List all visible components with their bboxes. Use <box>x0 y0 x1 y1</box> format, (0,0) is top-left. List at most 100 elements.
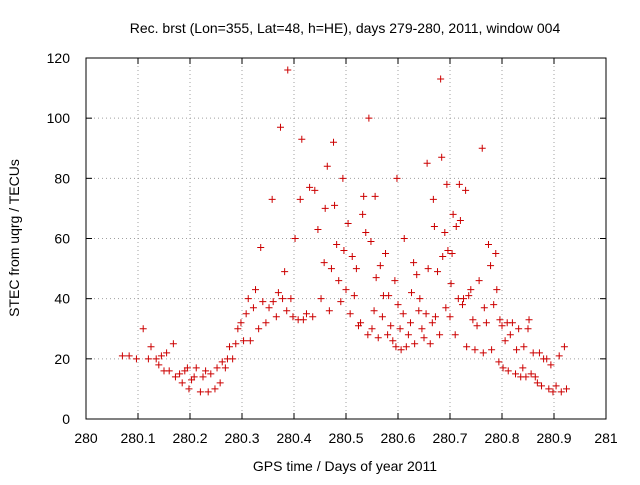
data-point <box>396 325 404 333</box>
data-point <box>442 304 450 312</box>
data-point <box>525 316 533 324</box>
grid <box>86 58 606 419</box>
chart-title: Rec. brst (Lon=355, Lat=48, h=HE), days … <box>130 20 561 36</box>
data-point <box>389 337 397 345</box>
data-point <box>207 370 215 378</box>
data-point <box>471 346 479 354</box>
data-point <box>482 319 490 327</box>
data-point <box>132 355 140 363</box>
data-point <box>362 228 370 236</box>
data-point <box>410 259 418 267</box>
x-tick-label: 280.7 <box>432 430 467 446</box>
data-point <box>342 286 350 294</box>
data-point <box>408 289 416 297</box>
data-point <box>538 382 546 390</box>
data-point <box>406 319 414 327</box>
data-point <box>370 307 378 315</box>
data-point <box>393 174 401 182</box>
data-point <box>213 364 221 372</box>
data-point <box>240 337 248 345</box>
data-point <box>531 373 539 381</box>
data-point <box>269 298 277 306</box>
y-tick-label: 100 <box>47 110 71 126</box>
data-point <box>469 316 477 324</box>
data-point <box>397 346 405 354</box>
data-point <box>242 310 250 318</box>
x-tick-label: 280.4 <box>276 430 311 446</box>
data-point <box>504 367 512 375</box>
y-tick-label: 120 <box>47 50 71 66</box>
data-point <box>368 325 376 333</box>
data-point <box>378 313 386 321</box>
data-point <box>545 385 553 393</box>
data-point <box>333 241 341 249</box>
data-point <box>423 159 431 167</box>
x-tick-label: 280.1 <box>120 430 155 446</box>
data-point <box>359 210 367 218</box>
data-point <box>436 331 444 339</box>
data-point <box>171 373 179 381</box>
data-points <box>118 66 570 396</box>
data-point <box>429 195 437 203</box>
data-point <box>317 295 325 303</box>
y-tick-label: 40 <box>54 291 70 307</box>
data-point <box>299 316 307 324</box>
data-point <box>323 162 331 170</box>
data-point <box>462 186 470 194</box>
data-point <box>508 319 516 327</box>
data-point <box>394 301 402 309</box>
data-point <box>515 325 523 333</box>
data-point <box>384 331 392 339</box>
data-point <box>302 310 310 318</box>
data-point <box>452 222 460 230</box>
data-point <box>446 313 454 321</box>
data-point <box>465 292 473 300</box>
data-point <box>490 301 498 309</box>
data-point <box>430 222 438 230</box>
data-point <box>495 358 503 366</box>
data-point <box>402 343 410 351</box>
plot-frame <box>85 57 607 420</box>
data-point <box>527 370 535 378</box>
data-point <box>279 295 287 303</box>
data-point <box>190 373 198 381</box>
data-point <box>391 277 399 285</box>
data-point <box>147 343 155 351</box>
data-point <box>549 388 557 396</box>
data-point <box>252 286 260 294</box>
data-point <box>411 340 419 348</box>
data-point <box>178 379 186 387</box>
data-point <box>529 349 537 357</box>
data-point <box>255 325 263 333</box>
data-point <box>325 307 333 315</box>
data-point <box>434 268 442 276</box>
data-point <box>499 364 507 372</box>
data-point <box>488 346 496 354</box>
data-point <box>441 228 449 236</box>
data-point <box>451 331 459 339</box>
data-point <box>296 195 304 203</box>
data-point <box>314 225 322 233</box>
x-tick-label: 281 <box>594 430 618 446</box>
data-point <box>144 355 152 363</box>
y-axis-label: STEC from uqrg / TECUs <box>6 159 22 317</box>
data-point <box>196 388 204 396</box>
data-point <box>337 298 345 306</box>
data-point <box>492 250 500 258</box>
data-point <box>226 343 234 351</box>
data-point <box>484 241 492 249</box>
data-point <box>547 361 555 369</box>
data-point <box>346 310 354 318</box>
data-point <box>562 385 570 393</box>
data-point <box>519 364 527 372</box>
data-point <box>183 364 191 372</box>
data-point <box>152 355 160 363</box>
data-point <box>416 295 424 303</box>
data-point <box>331 201 339 209</box>
x-tick-label: 280 <box>74 430 98 446</box>
x-tick-label: 280.3 <box>224 430 259 446</box>
data-point <box>413 271 421 279</box>
data-point <box>371 192 379 200</box>
